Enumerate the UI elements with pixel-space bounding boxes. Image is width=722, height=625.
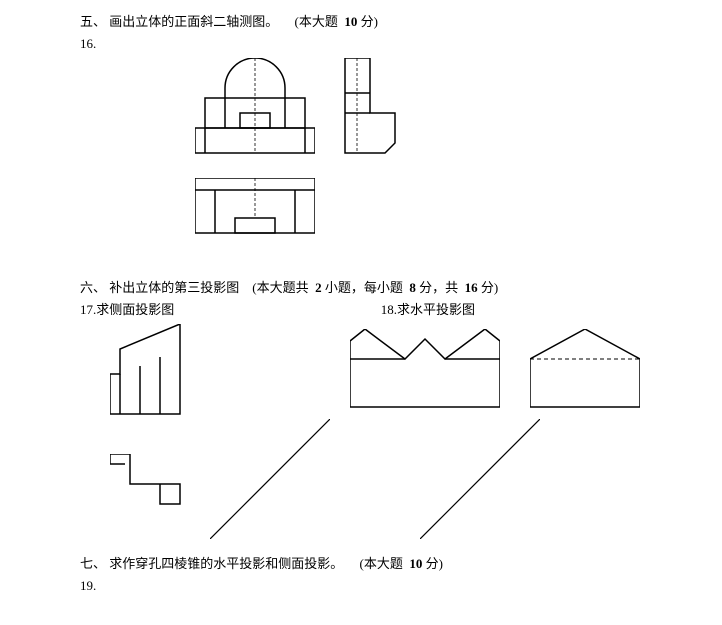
s5-pts-suf: 分) bbox=[361, 14, 378, 29]
s6-each-suf: 分，共 bbox=[419, 280, 458, 295]
s5-num: 五、 bbox=[80, 14, 106, 29]
s7-pts-suf: 分) bbox=[426, 556, 443, 571]
s6-18-front bbox=[350, 329, 500, 409]
item18-num: 18. bbox=[381, 302, 397, 317]
section5-header: 五、 画出立体的正面斜二轴测图。 (本大题 10 分) bbox=[80, 12, 642, 32]
s6-title: 补出立体的第三投影图 bbox=[109, 280, 239, 295]
section6-items: 17.求侧面投影图 18.求水平投影图 bbox=[80, 300, 642, 320]
section6-diagrams bbox=[80, 324, 642, 549]
s6-pts-prefix: (本大题共 bbox=[252, 280, 308, 295]
s7-pts-prefix: (本大题 bbox=[360, 556, 403, 571]
page: 五、 画出立体的正面斜二轴测图。 (本大题 10 分) 16. 六、 补出立体的… bbox=[0, 0, 722, 595]
s5-pts-prefix: (本大题 bbox=[295, 14, 338, 29]
s6-18-side bbox=[530, 329, 640, 409]
s6-total-suf: 分) bbox=[481, 280, 498, 295]
s6-num: 六、 bbox=[80, 280, 106, 295]
item17-text: 求侧面投影图 bbox=[96, 302, 174, 317]
s6-each: 8 bbox=[409, 280, 416, 295]
item17-num: 17. bbox=[80, 302, 96, 317]
s6-17-top bbox=[110, 454, 200, 509]
s6-count: 2 bbox=[315, 280, 322, 295]
s7-num: 七、 bbox=[80, 556, 106, 571]
item18-text: 求水平投影图 bbox=[397, 302, 475, 317]
s6-17-front bbox=[110, 324, 200, 419]
s6-total: 16 bbox=[465, 280, 478, 295]
item16-number: 16. bbox=[80, 34, 642, 54]
s7-title: 求作穿孔四棱锥的水平投影和侧面投影。 bbox=[109, 556, 343, 571]
section5-diagrams bbox=[80, 58, 642, 258]
s5-side-view bbox=[340, 58, 400, 158]
s6-count-suf: 小题，每小题 bbox=[325, 280, 403, 295]
s7-pts-val: 10 bbox=[409, 556, 422, 571]
s6-18-axis bbox=[420, 419, 540, 539]
s5-pts-val: 10 bbox=[344, 14, 357, 29]
section6-header: 六、 补出立体的第三投影图 (本大题共 2 小题，每小题 8 分，共 16 分) bbox=[80, 278, 642, 298]
s5-title: 画出立体的正面斜二轴测图。 bbox=[109, 14, 278, 29]
item19-number: 19. bbox=[80, 576, 642, 596]
s6-17-axis bbox=[210, 419, 330, 539]
s5-top-view bbox=[195, 178, 315, 238]
s5-front-view bbox=[195, 58, 315, 158]
section7-header: 七、 求作穿孔四棱锥的水平投影和侧面投影。 (本大题 10 分) bbox=[80, 554, 642, 574]
